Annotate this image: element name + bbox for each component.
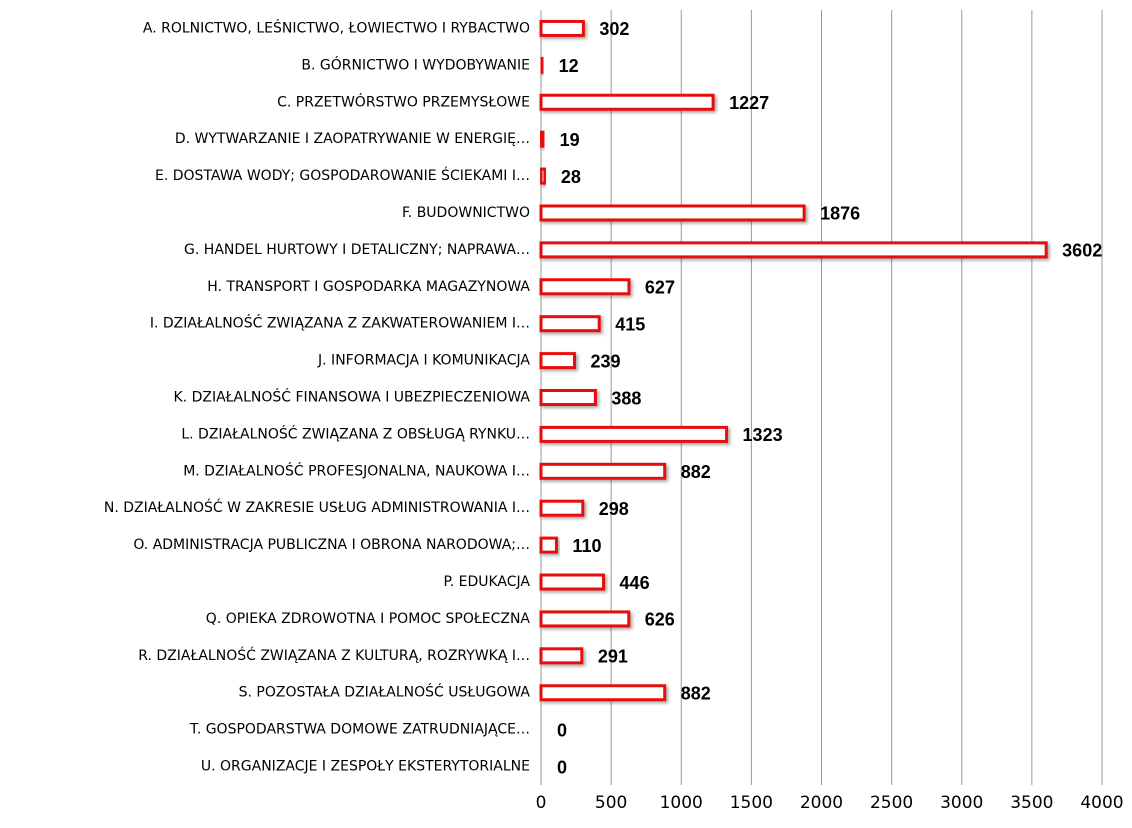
y-tick-label: O. ADMINISTRACJA PUBLICZNA I OBRONA NARO… <box>133 537 530 553</box>
value-label: 0 <box>557 757 567 777</box>
value-label: 388 <box>611 388 641 408</box>
bar <box>539 499 585 517</box>
y-tick-label: A. ROLNICTWO, LEŚNICTWO, ŁOWIECTWO I RYB… <box>143 18 530 36</box>
y-tick-label: H. TRANSPORT I GOSPODARKA MAGAZYNOWA <box>207 279 530 295</box>
x-tick-label: 0 <box>536 793 547 813</box>
bar <box>539 684 667 702</box>
bar <box>539 573 606 591</box>
value-label: 298 <box>599 499 629 519</box>
x-tick-label: 2500 <box>870 793 913 813</box>
y-tick-label: K. DZIAŁALNOŚĆ FINANSOWA I UBEZPIECZENIO… <box>174 388 531 406</box>
y-tick-label: J. INFORMACJA I KOMUNIKACJA <box>317 353 530 369</box>
x-tick-label: 2000 <box>800 793 843 813</box>
y-tick-label: E. DOSTAWA WODY; GOSPODAROWANIE ŚCIEKAMI… <box>155 166 530 184</box>
y-tick-label: T. GOSPODARSTWA DOMOWE ZATRUDNIAJĄCE… <box>189 722 530 738</box>
y-tick-label: R. DZIAŁALNOŚĆ ZWIĄZANA Z KULTURĄ, ROZRY… <box>138 646 530 664</box>
value-label: 12 <box>559 56 579 76</box>
y-tick-label: Q. OPIEKA ZDROWOTNA I POMOC SPOŁECZNA <box>206 611 531 627</box>
value-label: 446 <box>620 573 650 593</box>
value-label: 302 <box>599 19 629 39</box>
value-label: 3602 <box>1062 241 1102 261</box>
y-tick-label: L. DZIAŁALNOŚĆ ZWIĄZANA Z OBSŁUGĄ RYNKU… <box>181 424 530 442</box>
value-label: 626 <box>645 610 675 630</box>
bar <box>539 204 806 222</box>
value-label: 110 <box>572 536 601 556</box>
y-tick-label: C. PRZETWÓRSTWO PRZEMYSŁOWE <box>277 92 530 110</box>
x-tick-label: 4000 <box>1080 793 1123 813</box>
bar <box>539 647 584 665</box>
value-label: 19 <box>560 130 580 150</box>
bar <box>539 462 667 480</box>
y-tick-label: M. DZIAŁALNOŚĆ PROFESJONALNA, NAUKOWA I… <box>183 461 530 479</box>
y-tick-label: G. HANDEL HURTOWY I DETALICZNY; NAPRAWA… <box>184 242 530 258</box>
x-tick-label: 500 <box>595 793 627 813</box>
value-label: 1323 <box>743 425 783 445</box>
value-label: 1227 <box>729 93 769 113</box>
bar <box>539 130 546 148</box>
value-label: 239 <box>591 351 621 371</box>
bar <box>539 610 631 628</box>
value-label: 1876 <box>820 204 860 224</box>
x-tick-label: 1500 <box>730 793 773 813</box>
bar <box>539 93 715 111</box>
y-tick-label: S. POZOSTAŁA DZIAŁALNOŚĆ USŁUGOWA <box>239 683 531 701</box>
bar <box>539 278 631 296</box>
y-tick-label: P. EDUKACJA <box>443 574 530 590</box>
value-label: 627 <box>645 278 675 298</box>
value-label: 882 <box>681 683 711 703</box>
bar <box>539 315 601 333</box>
bar <box>539 241 1048 259</box>
bar <box>539 167 547 185</box>
y-tick-label: N. DZIAŁALNOŚĆ W ZAKRESIE USŁUG ADMINIST… <box>104 498 530 516</box>
value-label: 28 <box>561 167 581 187</box>
bar <box>539 536 558 554</box>
value-label: 882 <box>681 462 711 482</box>
value-label: 0 <box>557 720 567 740</box>
x-tick-label: 3000 <box>940 793 983 813</box>
bar <box>539 425 729 443</box>
x-tick-label: 3500 <box>1010 793 1053 813</box>
y-tick-label: F. BUDOWNICTWO <box>402 205 530 221</box>
y-tick-label: D. WYTWARZANIE I ZAOPATRYWANIE W ENERGIĘ… <box>175 131 530 147</box>
y-tick-label: B. GÓRNICTWO I WYDOBYWANIE <box>301 55 530 73</box>
bar <box>539 352 577 370</box>
value-label: 291 <box>598 647 628 667</box>
bar <box>539 389 597 406</box>
bar <box>539 56 545 74</box>
bar <box>539 19 585 37</box>
value-label: 415 <box>615 314 645 334</box>
y-tick-label: U. ORGANIZACJE I ZESPOŁY EKSTERYTORIALNE <box>201 759 530 775</box>
y-tick-label: I. DZIAŁALNOŚĆ ZWIĄZANA Z ZAKWATEROWANIE… <box>150 314 530 332</box>
x-tick-label: 1000 <box>660 793 703 813</box>
